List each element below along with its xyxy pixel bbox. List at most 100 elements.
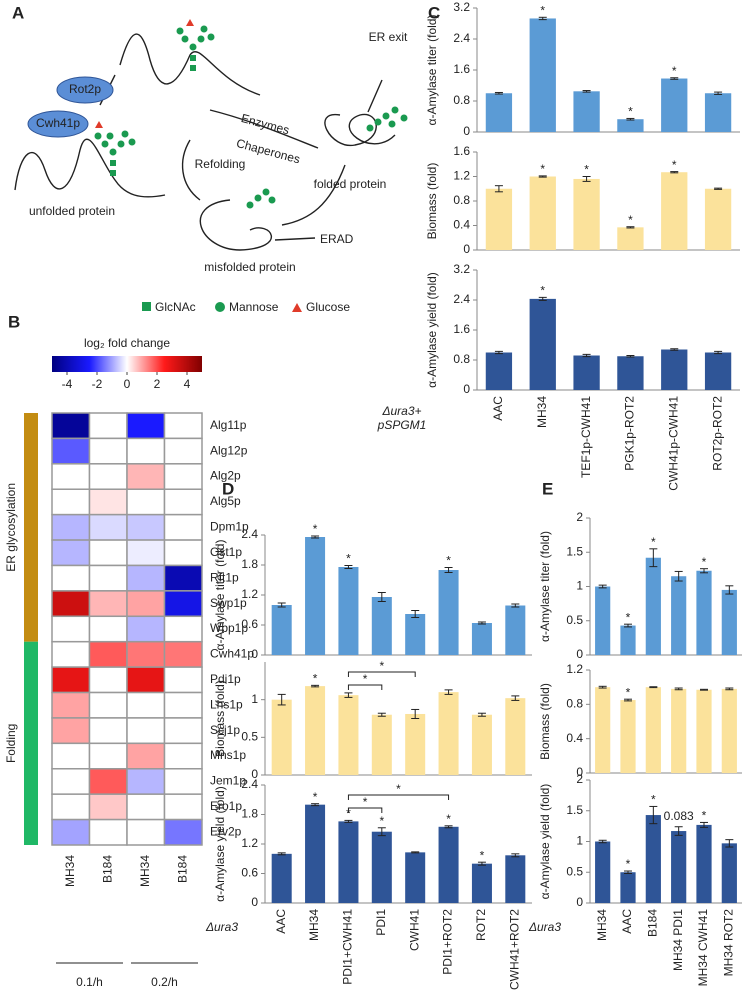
diagram: Rot2p Cwh41p unfolded protein Enzymes Ch… <box>14 19 408 314</box>
significance-label: * <box>651 535 656 549</box>
error-bar <box>477 712 486 717</box>
significance-label: 0.083 <box>664 809 694 823</box>
error-bar <box>624 623 632 628</box>
error-bar <box>511 853 520 858</box>
heatmap-cell <box>88 615 128 643</box>
strain-label: Δura3+ <box>381 404 421 418</box>
significance-label: * <box>702 555 707 569</box>
heatmap-cell <box>88 513 128 541</box>
bar <box>505 605 526 655</box>
heatmap-cell <box>163 488 203 516</box>
strain-label: Δura3 <box>205 920 238 934</box>
bar <box>617 227 644 250</box>
heatmap-cell <box>163 539 203 567</box>
bar <box>485 188 513 250</box>
error-bar <box>670 171 679 174</box>
significance-label: * <box>346 552 351 566</box>
y-tick-label: 2.4 <box>453 31 470 45</box>
error-bar <box>538 296 547 301</box>
significance-label: * <box>584 163 589 177</box>
y-tick-label: 0 <box>463 382 470 396</box>
heatmap-cell <box>51 463 91 490</box>
row-label: Alg11p <box>210 418 247 432</box>
row-label: Scj1p <box>210 723 240 737</box>
bar <box>405 852 426 903</box>
y-tick-label: 0.8 <box>566 697 583 711</box>
x-tick-label: MH34 <box>307 909 321 941</box>
error-bar <box>624 870 632 874</box>
row-label: Cwh41p <box>210 647 254 661</box>
color-bar-tick-label: 4 <box>184 377 191 391</box>
y-tick-label: 1 <box>251 692 258 706</box>
bracket-label: * <box>363 795 368 809</box>
error-bar <box>714 91 723 95</box>
column-label: B184 <box>175 855 189 883</box>
bracket <box>347 794 450 800</box>
heatmap-cell <box>88 666 128 694</box>
y-tick-label: 0 <box>576 895 583 909</box>
bar <box>721 589 737 655</box>
error-bar <box>444 567 453 573</box>
row-group-bar <box>24 641 38 845</box>
bar <box>305 537 326 655</box>
error-bar <box>582 353 591 358</box>
heatmap-cell <box>163 768 203 795</box>
error-bar <box>598 584 607 589</box>
bar <box>645 815 661 903</box>
x-tick-label: AAC <box>491 396 505 421</box>
bar <box>529 176 556 250</box>
row-label: Mns1p <box>210 748 246 762</box>
y-tick-label: 0.8 <box>453 93 470 107</box>
y-tick-label: 0.6 <box>241 866 258 880</box>
y-tick-label: 0 <box>463 242 470 256</box>
column-label: B184 <box>100 855 114 883</box>
heatmap-cell <box>51 691 91 719</box>
panel-label: D <box>222 479 234 498</box>
x-tick-label: ROT2p-ROT2 <box>710 396 724 471</box>
bar <box>485 352 513 390</box>
error-bar <box>477 621 486 625</box>
arrow <box>367 79 383 113</box>
heatmap-cell <box>163 463 203 490</box>
heatmap-cell <box>88 463 128 490</box>
bar <box>595 687 611 773</box>
y-tick-label: 1.2 <box>566 662 583 676</box>
y-tick-label: 0.8 <box>453 352 470 366</box>
bar <box>595 841 611 903</box>
color-bar-tick-label: 0 <box>124 377 131 391</box>
bar <box>696 824 712 903</box>
heatmap-cell <box>88 539 128 567</box>
bar <box>471 714 492 775</box>
error-bar <box>344 692 353 698</box>
error-bar <box>277 852 286 856</box>
legend-label: Mannose <box>229 300 279 314</box>
bracket <box>347 807 383 813</box>
bar <box>661 172 688 250</box>
error-bar <box>670 77 679 80</box>
bar <box>661 78 688 132</box>
bar <box>661 349 688 390</box>
bar <box>529 298 556 390</box>
x-tick-label: B184 <box>646 909 660 937</box>
significance-label: * <box>313 522 318 536</box>
heatmap-cell <box>126 640 166 668</box>
heatmap-cell <box>51 768 91 795</box>
bar <box>338 567 359 655</box>
y-tick-label: 0.5 <box>566 864 583 878</box>
y-tick-label: 1 <box>576 579 583 593</box>
error-bar <box>626 226 635 229</box>
y-axis-label: α-Amylase yield (fold) <box>213 786 227 902</box>
error-bar <box>649 805 658 825</box>
heatmap-cell <box>51 717 91 745</box>
bracket-label: * <box>363 672 368 686</box>
heatmap-cell <box>88 717 128 745</box>
error-bar <box>411 610 420 618</box>
bar <box>371 714 392 775</box>
color-bar-tick-label: -4 <box>62 377 73 391</box>
heatmap-cell <box>51 818 91 846</box>
y-tick-label: 0.4 <box>453 218 470 232</box>
y-axis-label: α-Amylase titer (fold) <box>538 531 552 642</box>
bar <box>405 713 426 775</box>
column-label: MH34 <box>63 855 77 887</box>
bar <box>645 687 661 773</box>
